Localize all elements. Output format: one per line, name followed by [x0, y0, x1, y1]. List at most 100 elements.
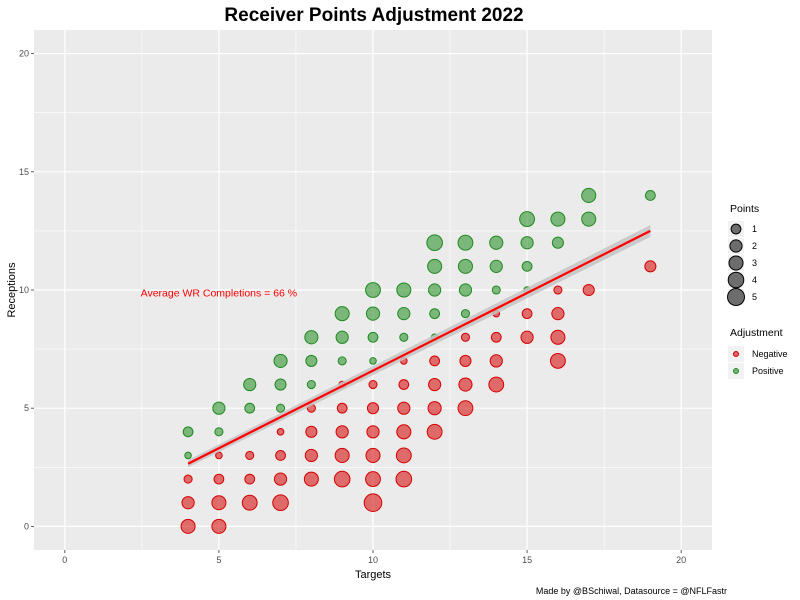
legend-color-label: Positive — [752, 366, 784, 376]
data-point — [273, 472, 288, 486]
x-tick-label: 5 — [216, 555, 221, 565]
data-point — [519, 211, 536, 228]
data-point — [551, 236, 564, 249]
data-point — [274, 378, 287, 391]
data-point — [489, 354, 503, 368]
data-point — [459, 354, 472, 367]
data-point — [366, 402, 380, 415]
data-point — [457, 258, 473, 274]
data-point — [335, 425, 349, 439]
data-point — [426, 423, 443, 440]
data-point — [581, 211, 597, 227]
data-point — [304, 448, 318, 463]
data-point — [183, 474, 193, 484]
data-point — [582, 283, 595, 297]
data-point — [272, 494, 289, 512]
data-point — [181, 496, 195, 510]
data-point — [184, 451, 192, 460]
data-point — [398, 379, 410, 390]
data-point — [520, 236, 534, 250]
legend-size-label: 2 — [752, 241, 757, 251]
legend-size-key — [729, 239, 743, 253]
data-point — [365, 447, 381, 463]
data-point — [488, 376, 505, 393]
data-point — [273, 353, 288, 368]
legend-size-key — [727, 288, 745, 306]
data-point — [644, 260, 657, 273]
data-point — [212, 401, 226, 415]
data-point — [335, 330, 349, 344]
data-point — [365, 471, 381, 488]
data-point — [550, 211, 566, 227]
data-point — [303, 471, 319, 487]
y-tick-label: 15 — [19, 167, 29, 177]
data-point — [334, 306, 350, 322]
data-point — [275, 403, 286, 413]
data-point — [429, 355, 441, 367]
x-tick-label: 10 — [368, 555, 378, 565]
series-negative — [180, 260, 657, 534]
data-point — [214, 427, 224, 437]
y-tick-label: 5 — [24, 403, 29, 413]
y-axis-title: Receptions — [6, 262, 18, 318]
data-point — [306, 379, 316, 390]
data-point — [520, 330, 534, 344]
data-point — [365, 306, 381, 321]
data-point — [276, 428, 285, 436]
data-point — [366, 425, 380, 439]
y-tick-label: 20 — [19, 49, 29, 59]
data-point — [489, 259, 503, 273]
legend-adjustment-title: Adjustment — [730, 327, 783, 339]
data-point — [367, 331, 379, 343]
plot-panel — [34, 30, 712, 550]
trend-line — [187, 229, 651, 465]
data-point — [521, 308, 533, 320]
data-point — [426, 234, 443, 252]
data-point — [275, 450, 286, 461]
data-point — [489, 235, 504, 250]
data-point — [460, 309, 471, 319]
legend-size-key — [728, 255, 744, 271]
legend-size-label: 4 — [752, 275, 757, 285]
data-point — [457, 400, 474, 417]
data-point — [457, 234, 474, 251]
data-point — [428, 283, 442, 297]
data-point — [244, 473, 256, 485]
data-point — [427, 401, 442, 416]
legend-adjustment: Adjustment Negative Positive — [728, 327, 788, 379]
data-point — [427, 258, 443, 274]
legend-color-key — [733, 368, 739, 374]
data-point — [551, 307, 565, 321]
x-axis: 0 5 10 15 20 — [62, 550, 686, 565]
legend-size-key — [727, 271, 745, 289]
data-point — [395, 447, 412, 464]
x-axis-title: Targets — [355, 569, 392, 581]
data-point — [334, 447, 350, 463]
data-point — [549, 352, 566, 369]
chart-title: Receiver Points Adjustment 2022 — [224, 5, 523, 26]
data-point — [490, 331, 502, 343]
legend-size-label: 5 — [752, 292, 757, 302]
legend-color-key — [733, 351, 739, 357]
legend-size-label: 1 — [752, 224, 757, 234]
legend-points: Points 1 2 3 4 5 — [727, 203, 759, 306]
x-tick-label: 20 — [676, 555, 686, 565]
legend-color-label: Negative — [752, 349, 788, 359]
data-point — [460, 332, 471, 342]
data-point — [395, 470, 413, 488]
data-point — [553, 285, 563, 295]
data-point — [304, 330, 319, 345]
data-point — [365, 282, 381, 298]
data-point — [581, 187, 597, 203]
y-tick-label: 10 — [19, 285, 29, 295]
data-point — [458, 283, 473, 297]
data-point — [211, 495, 227, 511]
x-tick-label: 0 — [62, 555, 67, 565]
data-point — [458, 377, 473, 392]
data-point — [213, 473, 225, 485]
legend-size-key — [730, 223, 742, 235]
data-point — [396, 424, 412, 440]
data-point — [333, 470, 351, 488]
data-point — [336, 402, 348, 414]
data-point — [211, 518, 227, 534]
